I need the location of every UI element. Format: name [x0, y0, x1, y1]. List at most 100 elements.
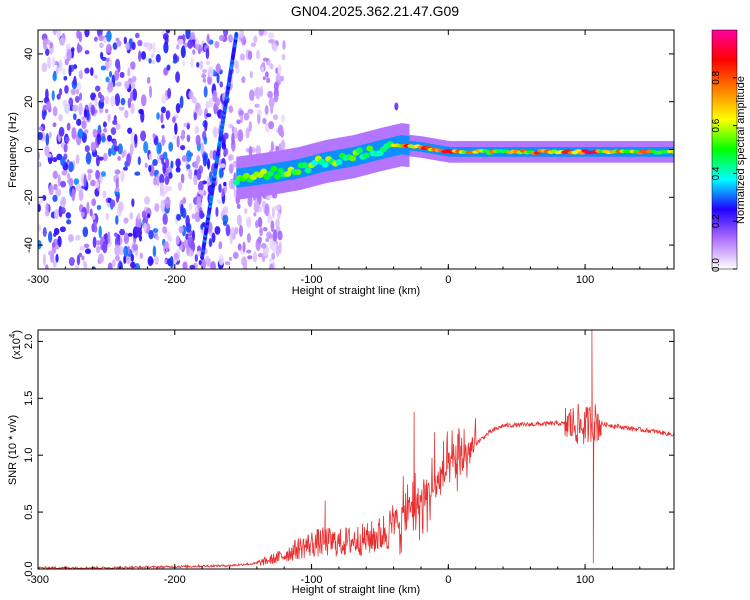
noise-blob	[140, 130, 147, 142]
noise-blob	[141, 210, 147, 219]
noise-blob	[104, 96, 110, 105]
noise-blob	[148, 164, 152, 173]
noise-blob	[240, 114, 244, 123]
noise-blob	[94, 181, 100, 188]
noise-blob	[243, 112, 250, 121]
noise-blob	[224, 261, 231, 266]
noise-blob	[52, 30, 57, 36]
noise-blob	[107, 134, 113, 142]
noise-blob	[273, 81, 279, 92]
noise-blob	[281, 114, 285, 123]
noise-blob	[281, 53, 286, 61]
noise-blob	[256, 111, 261, 125]
svg-text:(x104): (x104)	[8, 330, 23, 360]
noise-blob	[127, 127, 133, 134]
noise-blob	[254, 103, 260, 108]
noise-blob	[228, 163, 234, 174]
noise-blob	[202, 77, 207, 83]
noise-blob	[250, 42, 257, 47]
noise-blob	[105, 57, 110, 62]
noise-blob	[112, 119, 118, 126]
noise-blob	[138, 108, 144, 115]
x-tick-label: -200	[164, 274, 186, 286]
noise-blob	[268, 39, 274, 44]
noise-blob	[216, 72, 220, 84]
noise-blob	[102, 241, 108, 254]
noise-blob	[51, 242, 56, 248]
snr-panel: -300 -200 -100 0 100 0.0 0.5 1.0 1.5 2.0 Height …	[7, 329, 675, 596]
noise-blob	[168, 141, 174, 152]
noise-blob	[225, 224, 231, 237]
noise-blob	[78, 31, 83, 43]
noise-blob	[199, 210, 204, 219]
track-blob	[321, 161, 329, 168]
noise-blob	[60, 196, 67, 209]
noise-blob	[100, 65, 107, 71]
noise-blob	[82, 226, 89, 238]
noise-blob	[72, 104, 79, 112]
noise-blob	[222, 206, 229, 216]
noise-blob	[38, 224, 42, 232]
noise-blob	[247, 108, 254, 115]
noise-blob	[206, 113, 212, 118]
noise-blob	[93, 225, 98, 233]
noise-blob	[46, 101, 52, 111]
snr-x-ticks: -300 -200 -100 0 100	[27, 330, 668, 586]
noise-blob	[57, 174, 61, 187]
noise-blob	[148, 85, 153, 99]
noise-blob	[83, 129, 89, 135]
noise-blob	[101, 136, 106, 143]
noise-blob	[98, 253, 105, 264]
spectrogram-x-label: Height of straight line (km)	[292, 285, 420, 297]
noise-blob	[134, 32, 140, 39]
y-tick-label: 0.0	[23, 561, 35, 576]
noise-blob	[257, 236, 262, 244]
noise-blob	[84, 30, 90, 38]
noise-blob	[126, 153, 131, 167]
noise-blob	[70, 88, 76, 95]
noise-blob	[42, 104, 47, 112]
noise-blob	[54, 244, 60, 250]
noise-blob	[162, 213, 168, 225]
noise-blob	[263, 30, 268, 36]
noise-blob	[175, 158, 181, 168]
noise-blob	[204, 120, 208, 132]
noise-blob	[242, 241, 246, 253]
noise-blob	[152, 228, 159, 233]
noise-blob	[203, 136, 208, 145]
noise-blob	[255, 145, 262, 156]
noise-blob	[270, 220, 275, 233]
noise-blob	[93, 74, 98, 79]
noise-blob	[152, 159, 158, 166]
y-tick-label: -20	[23, 189, 35, 205]
noise-blob	[196, 61, 200, 68]
noise-blob	[87, 169, 93, 174]
noise-blob	[90, 67, 94, 77]
noise-blob	[132, 243, 139, 251]
noise-blob	[105, 76, 110, 83]
noise-blob	[120, 97, 126, 106]
noise-blob	[237, 129, 244, 142]
noise-blob	[180, 173, 185, 184]
track-band	[375, 141, 379, 161]
spectrogram-image	[38, 30, 674, 269]
noise-blob	[52, 56, 56, 68]
noise-blob	[246, 249, 252, 254]
noise-blob	[218, 253, 224, 266]
noise-blob	[52, 72, 57, 82]
noise-blob	[45, 133, 50, 146]
noise-blob	[271, 206, 275, 219]
noise-blob	[206, 158, 211, 170]
noise-blob	[268, 120, 275, 130]
noise-blob	[38, 204, 41, 213]
noise-blob	[229, 231, 233, 245]
noise-blob	[97, 91, 102, 99]
noise-blob	[262, 117, 267, 125]
track-blob	[362, 152, 370, 159]
noise-blob	[90, 141, 96, 150]
noise-blob	[90, 92, 97, 101]
noise-blob	[195, 134, 201, 146]
noise-blob	[129, 212, 134, 220]
noise-blob	[68, 234, 74, 243]
